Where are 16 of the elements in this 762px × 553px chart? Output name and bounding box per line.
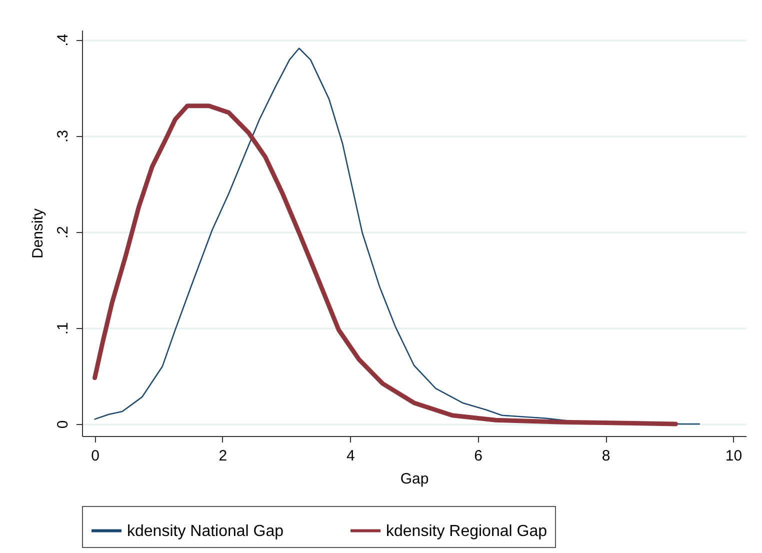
legend-label: kdensity National Gap	[127, 522, 284, 540]
y-tick-label: .1	[54, 322, 72, 335]
line-series	[92, 104, 678, 426]
x-axis-title: Gap	[400, 470, 429, 488]
legend-label: kdensity Regional Gap	[386, 522, 548, 540]
x-tick-label: 8	[602, 448, 610, 464]
x-tick-label: 0	[91, 448, 100, 464]
x-tick-label: 2	[218, 448, 228, 464]
x-tick-label: 4	[346, 448, 355, 464]
x-tick-label: 10	[725, 448, 742, 464]
y-axis-title: Density	[30, 208, 46, 259]
y-tick-label: 0	[54, 420, 72, 429]
y-tick-label: .2	[54, 226, 72, 239]
y-tick-label: .4	[54, 34, 72, 46]
y-tick-label: .3	[54, 130, 72, 142]
x-tick-label: 6	[474, 448, 483, 464]
